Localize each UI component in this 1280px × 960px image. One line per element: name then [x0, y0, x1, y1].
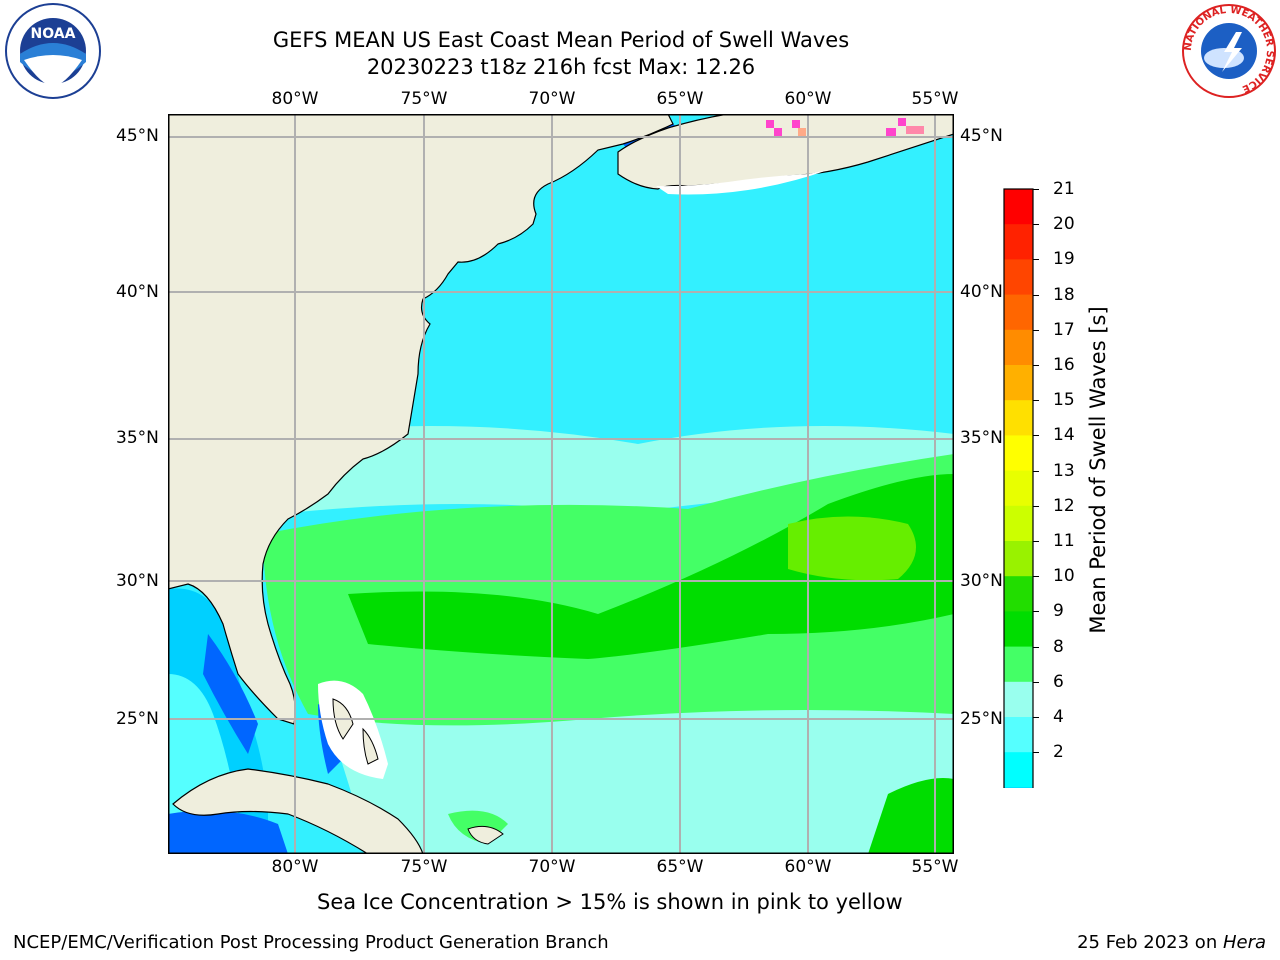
lat-label: 30°N: [960, 571, 1003, 591]
lat-label: 45°N: [116, 126, 159, 146]
colorbar-tick-label: 19: [1053, 249, 1075, 270]
colorbar-tick-label: 10: [1053, 566, 1075, 587]
colorbar-tick-label: 21: [1053, 179, 1075, 199]
lon-label: 55°W: [911, 857, 959, 877]
colorbar-segment: [1004, 717, 1033, 753]
colorbar-tick-label: 9: [1053, 601, 1064, 622]
lon-label: 60°W: [784, 89, 832, 109]
colorbar-tick-label: 2: [1053, 742, 1064, 763]
colorbar-segment: [1004, 752, 1033, 788]
colorbar-tick-mark: [1033, 646, 1039, 648]
colorbar-tick-label: 20: [1053, 214, 1075, 235]
colorbar-segment: [1004, 681, 1033, 718]
chart-subtitle: 20230223 t18z 216h fcst Max: 12.26: [366, 55, 756, 79]
map-gridlines: [168, 114, 954, 854]
colorbar-tick-label: 17: [1053, 319, 1075, 340]
colorbar-label: Mean Period of Swell Waves [s]: [1086, 306, 1110, 634]
colorbar-segment: [1004, 470, 1033, 507]
colorbar-tick-mark: [1033, 435, 1039, 437]
lon-label: 70°W: [528, 857, 576, 877]
lat-label: 40°N: [960, 282, 1003, 302]
colorbar-tick-mark: [1033, 611, 1039, 613]
lon-label: 80°W: [271, 89, 319, 109]
lat-label: 35°N: [960, 428, 1003, 448]
lon-label: 75°W: [400, 857, 448, 877]
colorbar-tick-mark: [1033, 470, 1039, 472]
colorbar-tick-mark: [1033, 400, 1039, 402]
colorbar-tick-mark: [1033, 576, 1039, 578]
colorbar-segment: [1004, 400, 1033, 436]
cuba-land: [172, 768, 424, 855]
colorbar-tick-label: 4: [1053, 707, 1064, 727]
footer-date: 25 Feb 2023 on Hera: [1077, 932, 1266, 953]
colorbar-tick-mark: [1033, 752, 1039, 754]
colorbar-tick-label: 18: [1053, 284, 1075, 305]
colorbar-segment: [1004, 505, 1033, 542]
colorbar-segment: [1004, 329, 1033, 366]
colorbar-segment: [1004, 224, 1033, 260]
lon-label: 55°W: [911, 89, 959, 109]
noaa-logo: NOAA: [4, 2, 102, 100]
lon-label: 65°W: [656, 89, 704, 109]
lon-label: 65°W: [656, 857, 704, 877]
colorbar-tick-mark: [1033, 541, 1039, 542]
lat-label: 30°N: [116, 571, 159, 591]
colorbar-tick-mark: [1033, 365, 1039, 366]
colorbar-tick-label: 15: [1053, 390, 1075, 411]
lat-label: 35°N: [116, 428, 159, 448]
colorbar-segment: [1004, 787, 1033, 824]
colorbar-segment: [1004, 541, 1033, 577]
sea-ice-caption: Sea Ice Concentration > 15% is shown in …: [317, 890, 903, 914]
chart-title: GEFS MEAN US East Coast Mean Period of S…: [272, 28, 850, 52]
colorbar-tick-label: 14: [1053, 425, 1075, 446]
colorbar-tick-mark: [1033, 717, 1039, 718]
period-band-11-12: [788, 516, 916, 581]
colorbar-tick-label: 13: [1053, 460, 1075, 481]
swell-period-map: [167, 113, 955, 855]
period-band-9-10: [263, 454, 954, 726]
colorbar-segment: [1004, 576, 1033, 612]
colorbar-tick-label: 11: [1053, 531, 1075, 551]
colorbar-tick-label: 8: [1053, 636, 1064, 657]
lat-label: 25°N: [960, 709, 1003, 729]
lat-label: 45°N: [960, 126, 1003, 146]
colorbar-segment: [1004, 189, 1033, 225]
colorbar-tick-mark: [1033, 329, 1039, 331]
colorbar-segment: [1004, 435, 1033, 472]
noaa-logo-text: NOAA: [31, 26, 76, 42]
colorbar-tick-mark: [1033, 189, 1039, 190]
colorbar-tick-label: 6: [1053, 671, 1064, 692]
colorbar: [1003, 188, 1035, 888]
lat-label: 25°N: [116, 709, 159, 729]
lon-label: 80°W: [271, 857, 319, 877]
lon-label: 70°W: [528, 89, 576, 109]
colorbar-tick-label: 16: [1053, 355, 1075, 375]
colorbar-tick-mark: [1033, 259, 1039, 261]
footer-host: Hera: [1222, 932, 1266, 953]
footer-branch: NCEP/EMC/Verification Post Processing Pr…: [13, 932, 609, 953]
period-band-10-11: [348, 474, 954, 659]
lon-label: 60°W: [784, 857, 832, 877]
colorbar-tick-mark: [1033, 294, 1039, 296]
colorbar-segment: [1004, 259, 1033, 296]
colorbar-segment: [1004, 611, 1033, 648]
colorbar-segment: [1004, 365, 1033, 401]
footer-date-text: 25 Feb 2023 on: [1077, 932, 1223, 953]
colorbar-tick-mark: [1033, 505, 1039, 507]
colorbar-segment: [1004, 646, 1033, 683]
colorbar-tick-label: 12: [1053, 495, 1075, 516]
lon-label: 75°W: [400, 89, 448, 109]
colorbar-tick-mark: [1033, 681, 1039, 683]
colorbar-tick-mark: [1033, 224, 1039, 226]
colorbar-segment: [1004, 294, 1033, 331]
lat-label: 40°N: [116, 282, 159, 302]
nws-logo: NATIONAL WEATHER SERVICE: [1180, 2, 1278, 100]
